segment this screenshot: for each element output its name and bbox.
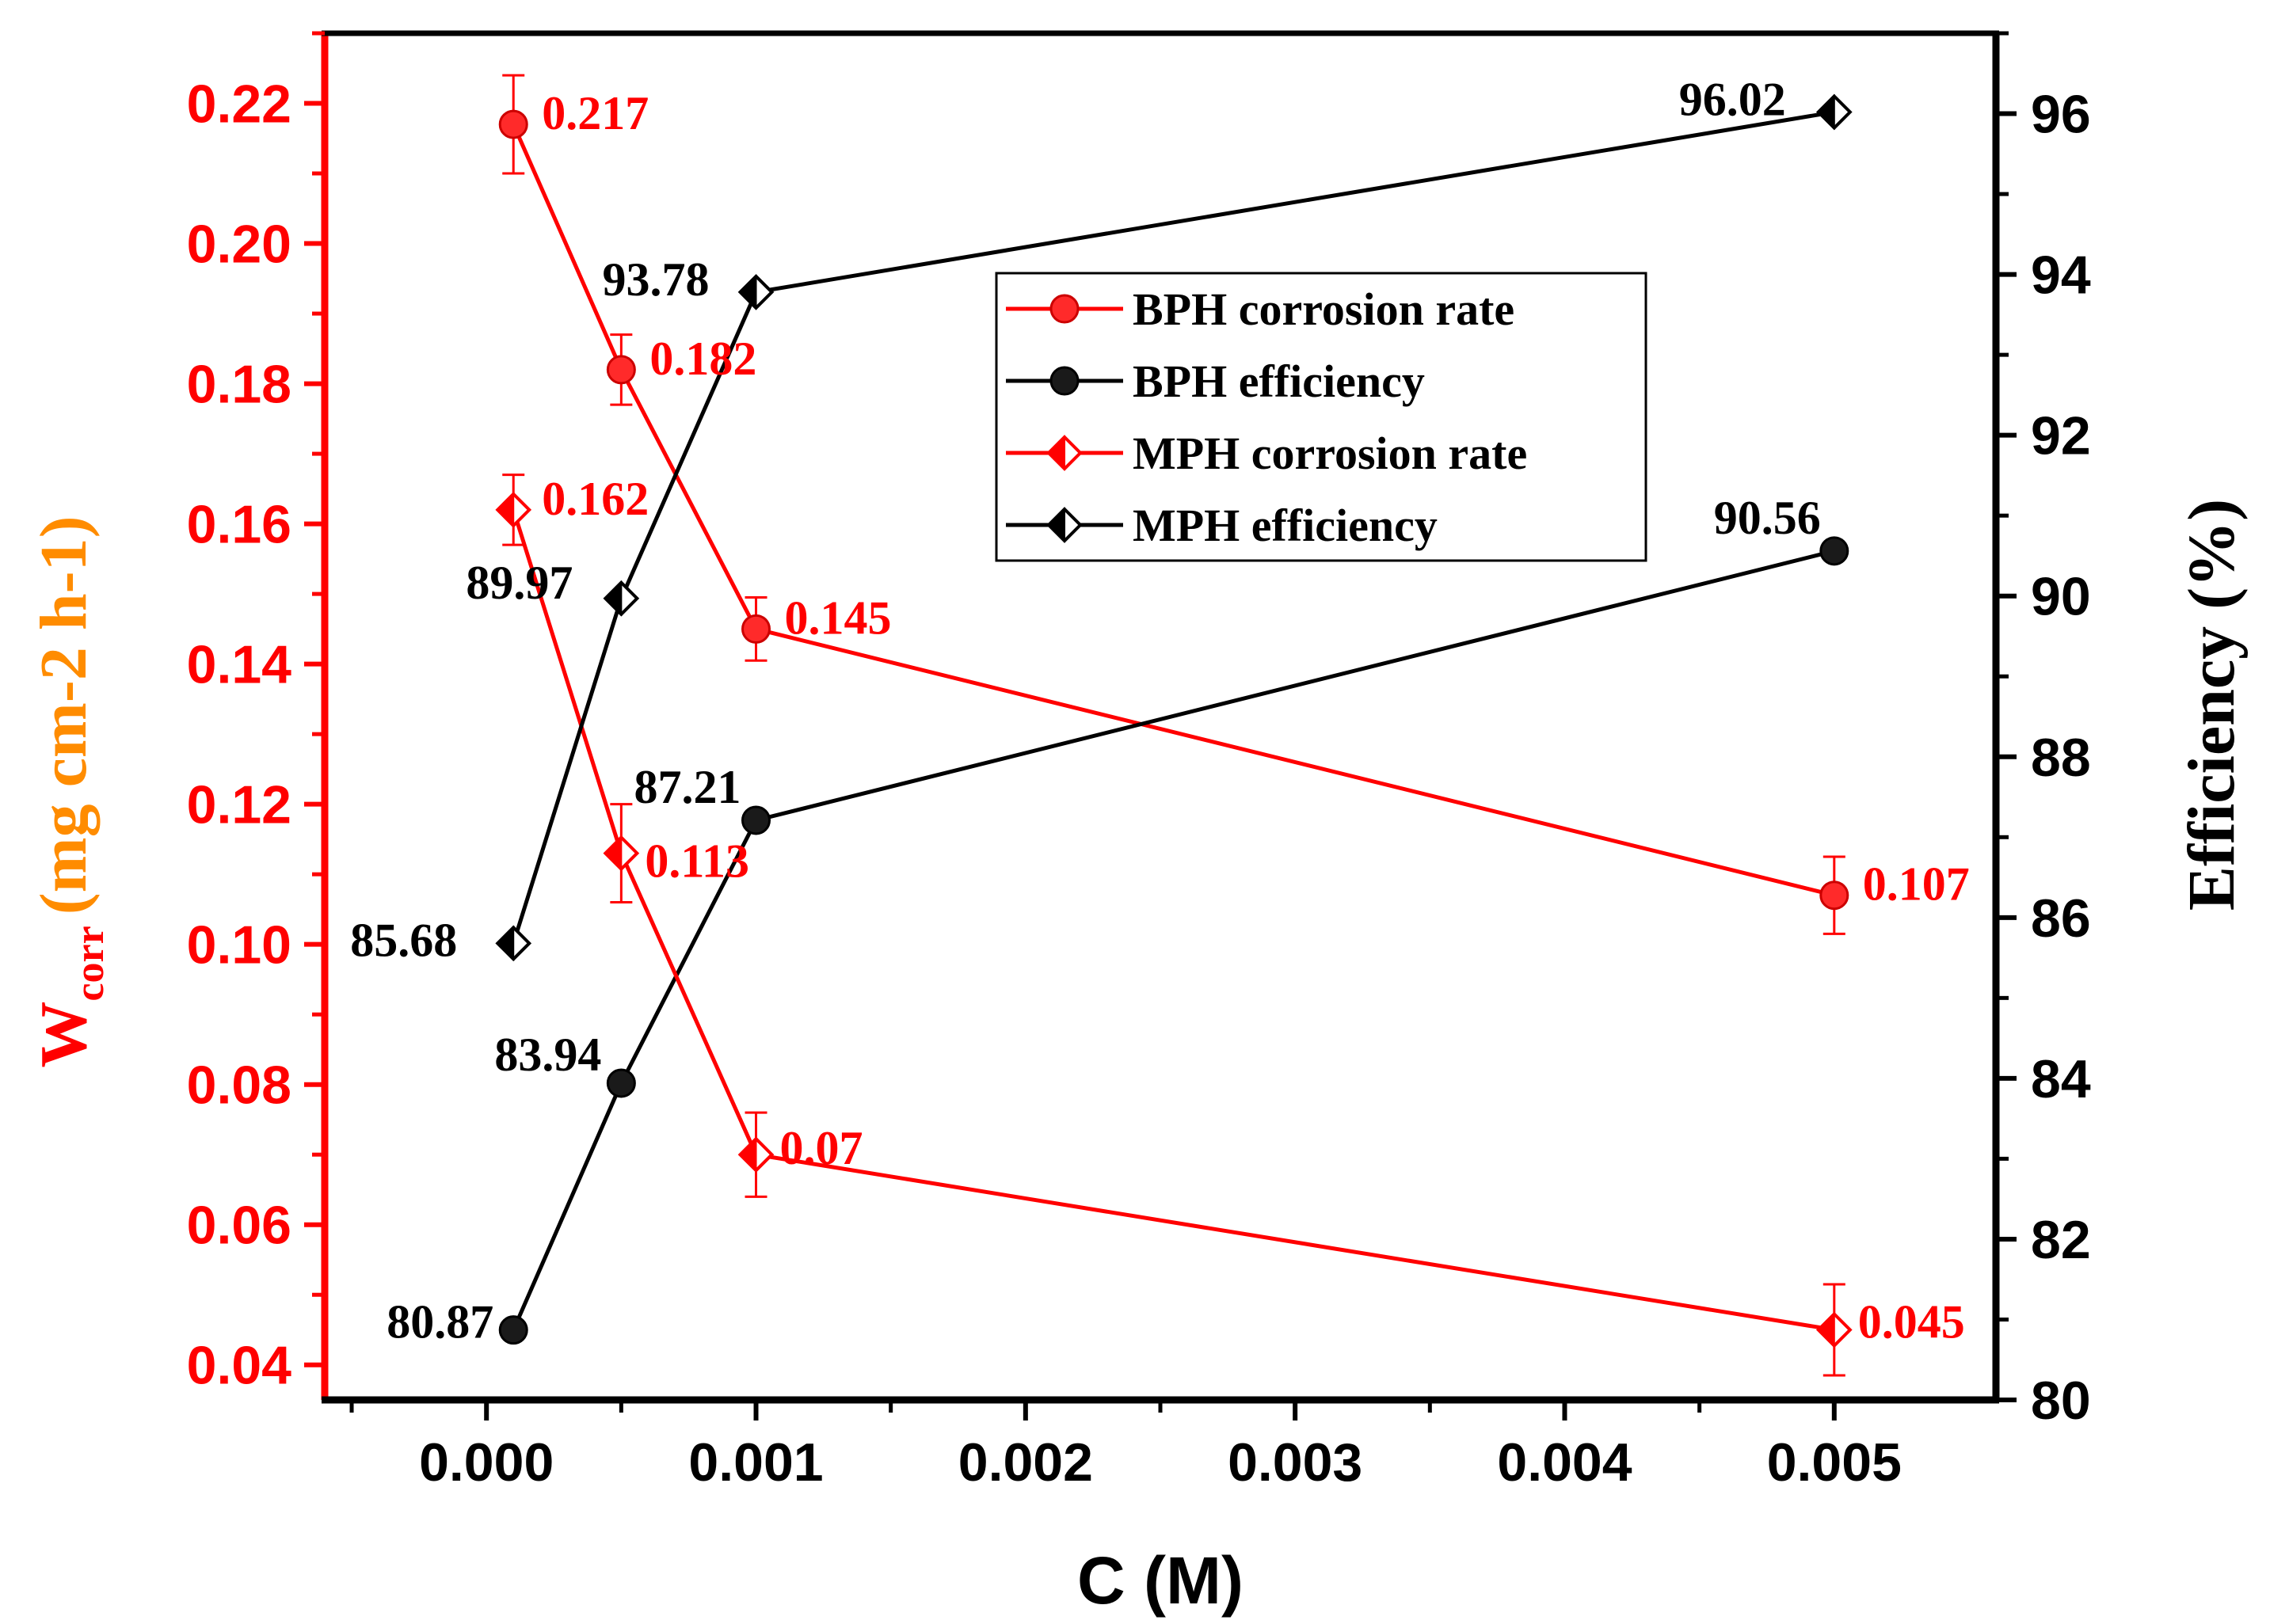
y-right-tick-label: 84: [2031, 1049, 2091, 1109]
legend-box: [995, 272, 1647, 562]
data-point: [495, 492, 532, 528]
data-label: 0.07: [780, 1122, 863, 1174]
y-left-tick-label: 0.18: [187, 355, 291, 415]
y-left-title-symbol: W: [27, 1002, 101, 1068]
legend-label: MPH efficiency: [1133, 500, 1438, 551]
y-right-tick-label: 92: [2031, 406, 2091, 466]
y-left-title-units: (mg cm-2 h-1): [27, 515, 101, 915]
y-left-axis-title: Wcorr (mg cm-2 h-1): [27, 515, 112, 1067]
data-label: 93.78: [603, 253, 710, 306]
data-label: 96.02: [1679, 73, 1786, 125]
y-left-tick-label: 0.10: [187, 915, 291, 976]
y-right-axis-title: Efficiency (%): [2175, 499, 2249, 911]
data-label: 89.97: [466, 557, 573, 609]
y-left-tick-label: 0.20: [187, 215, 291, 275]
data-label: 0.162: [542, 473, 649, 525]
data-point: [603, 835, 640, 872]
data-point: [603, 580, 640, 617]
data-point: [495, 925, 532, 962]
y-right-tick-label: 86: [2031, 888, 2091, 949]
data-point: [741, 614, 771, 644]
legend-marker: [1046, 507, 1083, 543]
y-left-tick-label: 0.04: [187, 1336, 292, 1396]
data-label: 0.217: [542, 87, 649, 139]
x-tick-label: 0.001: [688, 1432, 823, 1493]
data-label: 0.045: [1858, 1295, 1965, 1348]
y-right-tick-label: 80: [2031, 1371, 2091, 1431]
x-axis-title: C (M): [1077, 1543, 1244, 1618]
legend-marker: [1046, 435, 1083, 471]
data-label: 0.107: [1863, 858, 1970, 911]
legend-entry: MPH efficiency: [1006, 500, 1438, 551]
legend-entry: BPH efficiency: [1006, 356, 1425, 407]
data-point: [741, 805, 771, 835]
y-left-tick-label: 0.14: [187, 635, 292, 695]
y-right-tick-label: 96: [2031, 85, 2091, 145]
data-point: [606, 355, 636, 385]
legend-label: MPH corrosion rate: [1133, 428, 1527, 479]
legend-entry: MPH corrosion rate: [1006, 428, 1527, 479]
data-label: 80.87: [387, 1296, 493, 1348]
y-left-tick-label: 0.08: [187, 1055, 291, 1116]
y-left-title-subscript: corr: [67, 926, 112, 1001]
data-point: [1819, 536, 1849, 566]
data-point: [737, 1136, 775, 1173]
x-tick-label: 0.005: [1767, 1432, 1902, 1493]
svg-text:Efficiency (%): Efficiency (%): [2175, 499, 2249, 911]
legend-label: BPH corrosion rate: [1133, 283, 1514, 335]
data-label: 0.182: [649, 333, 756, 385]
y-right-tick-label: 94: [2031, 245, 2091, 306]
y-right-tick-label: 90: [2031, 567, 2091, 627]
data-point: [1815, 1311, 1853, 1348]
x-tick-label: 0.003: [1228, 1432, 1362, 1493]
legend-entry: BPH corrosion rate: [1006, 283, 1514, 335]
data-point: [737, 274, 775, 310]
data-point: [1815, 93, 1853, 131]
y-right-tick-label: 88: [2031, 728, 2091, 788]
data-point: [498, 109, 528, 139]
y-right-tick-label: 82: [2031, 1210, 2091, 1270]
x-tick-label: 0.000: [419, 1432, 554, 1493]
data-point: [1819, 880, 1849, 911]
data-label: 0.145: [785, 591, 892, 644]
series-line-1: [511, 549, 1835, 1331]
x-tick-label: 0.002: [958, 1432, 1093, 1493]
data-label: 90.56: [1714, 492, 1821, 544]
y-left-tick-label: 0.22: [187, 74, 291, 135]
data-label: 0.113: [645, 835, 749, 888]
svg-text:Wcorr(mg cm-2 h-1): Wcorr (mg cm-2 h-1): [27, 515, 112, 1067]
y-left-tick-label: 0.06: [187, 1196, 291, 1256]
series-line-0: [511, 124, 1835, 898]
x-tick-label: 0.004: [1497, 1432, 1632, 1493]
legend-label: BPH efficiency: [1133, 356, 1425, 407]
data-point: [606, 1068, 636, 1098]
legend-marker: [1049, 366, 1080, 396]
legend: BPH corrosion rate BPH efficiency MPH corr…: [995, 272, 1647, 562]
y-left-tick-label: 0.16: [187, 495, 291, 555]
series-line-2: [511, 509, 1835, 1332]
data-label: 87.21: [634, 761, 741, 813]
data-label: 85.68: [350, 914, 457, 966]
data-label: 83.94: [494, 1029, 601, 1081]
series-line-3: [511, 110, 1835, 945]
legend-marker: [1049, 294, 1080, 324]
data-point: [498, 1315, 528, 1345]
y-left-tick-label: 0.12: [187, 775, 291, 835]
